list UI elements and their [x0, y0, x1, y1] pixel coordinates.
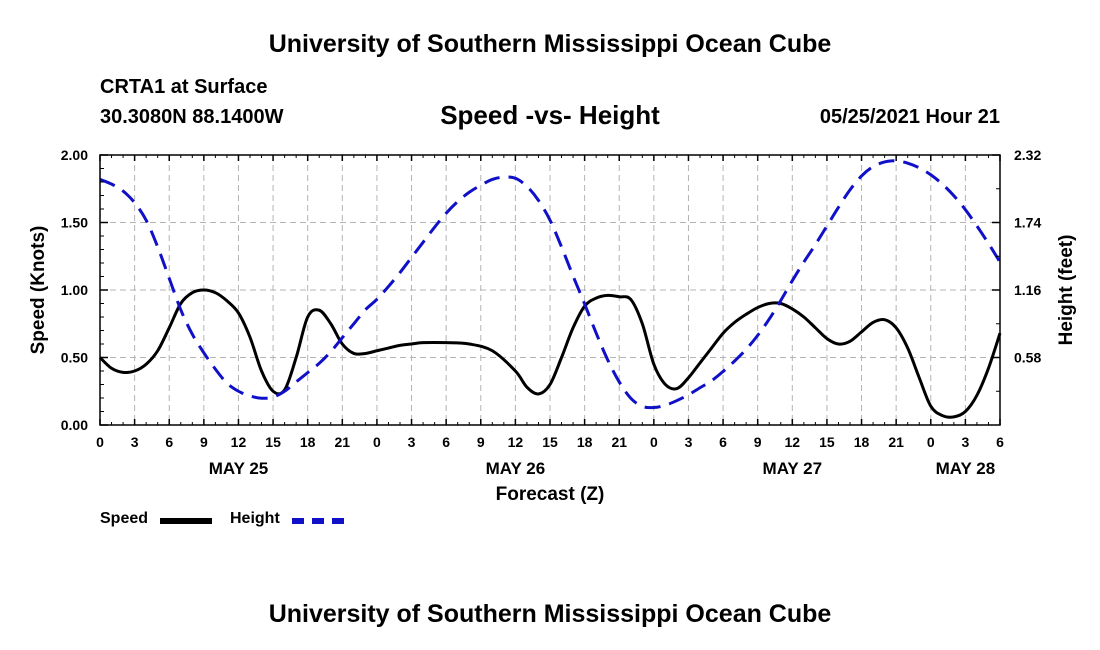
- x-tick-label: 9: [200, 434, 208, 450]
- x-tick-label: 21: [611, 434, 627, 450]
- x-tick-label: 18: [854, 434, 870, 450]
- day-label: MAY 27: [763, 459, 823, 478]
- x-tick-label: 6: [996, 434, 1004, 450]
- x-tick-label: 6: [719, 434, 727, 450]
- top-title: University of Southern Mississippi Ocean…: [268, 30, 832, 58]
- x-tick-label: 6: [165, 434, 173, 450]
- x-tick-label: 15: [542, 434, 558, 450]
- y-axis-title: Speed (Knots): [28, 226, 49, 355]
- x-tick-label: 0: [650, 434, 658, 450]
- forecast-datetime: 05/25/2021 Hour 21: [819, 106, 1000, 128]
- x-tick-label: 3: [685, 434, 693, 450]
- x-tick-label: 18: [300, 434, 316, 450]
- x-tick-label: 6: [442, 434, 450, 450]
- station-coordinates: 30.3080N 88.1400W: [100, 106, 284, 128]
- y2-tick-label: 0.58: [1014, 350, 1041, 366]
- day-label: MAY 25: [209, 459, 269, 478]
- y-tick-label: 2.00: [61, 147, 88, 163]
- day-label: MAY 26: [486, 459, 546, 478]
- x-tick-label: 3: [131, 434, 139, 450]
- bottom-title: University of Southern Mississippi Ocean…: [268, 600, 832, 628]
- y2-axis-title: Height (feet): [1056, 235, 1077, 346]
- x-tick-label: 21: [335, 434, 351, 450]
- x-tick-label: 18: [577, 434, 593, 450]
- y-tick-label: 1.00: [61, 282, 88, 298]
- x-tick-label: 0: [96, 434, 104, 450]
- x-tick-label: 12: [231, 434, 247, 450]
- x-tick-label: 3: [408, 434, 416, 450]
- y2-tick-label: 1.74: [1014, 215, 1041, 231]
- y-tick-label: 1.50: [61, 215, 88, 231]
- legend-speed-label: Speed: [100, 510, 149, 527]
- y2-tick-label: 2.32: [1014, 147, 1041, 163]
- x-tick-label: 12: [508, 434, 524, 450]
- legend-height-label: Height: [230, 510, 280, 527]
- legend-speed-swatch: [160, 518, 212, 524]
- legend-height-swatch: [292, 518, 344, 524]
- x-tick-label: 3: [961, 434, 969, 450]
- axis-labels: 0 3 6 9 12 15 18 21 0 3 6 9 12 15 18 21 0 3 6 9 12 15 18 21 0 3 6M…: [28, 147, 1077, 505]
- y-tick-label: 0.00: [61, 417, 88, 433]
- x-tick-label: 0: [927, 434, 935, 450]
- x-tick-label: 15: [819, 434, 835, 450]
- chart-title: Speed -vs- Height: [440, 100, 660, 130]
- x-tick-label: 12: [785, 434, 801, 450]
- x-tick-label: 9: [477, 434, 485, 450]
- y2-tick-label: 1.16: [1014, 282, 1041, 298]
- x-tick-label: 15: [265, 434, 281, 450]
- x-tick-label: 21: [888, 434, 904, 450]
- day-label: MAY 28: [936, 459, 996, 478]
- station-name: CRTA1 at Surface: [100, 76, 268, 98]
- axis-ticks: [99, 154, 1001, 426]
- y-tick-label: 0.50: [61, 350, 88, 366]
- x-tick-label: 9: [754, 434, 762, 450]
- series-layer: [98, 159, 1002, 419]
- x-axis-title: Forecast (Z): [496, 484, 605, 505]
- height-series-line: [99, 159, 1002, 410]
- x-tick-label: 0: [373, 434, 381, 450]
- speed-series-line: [98, 288, 1002, 419]
